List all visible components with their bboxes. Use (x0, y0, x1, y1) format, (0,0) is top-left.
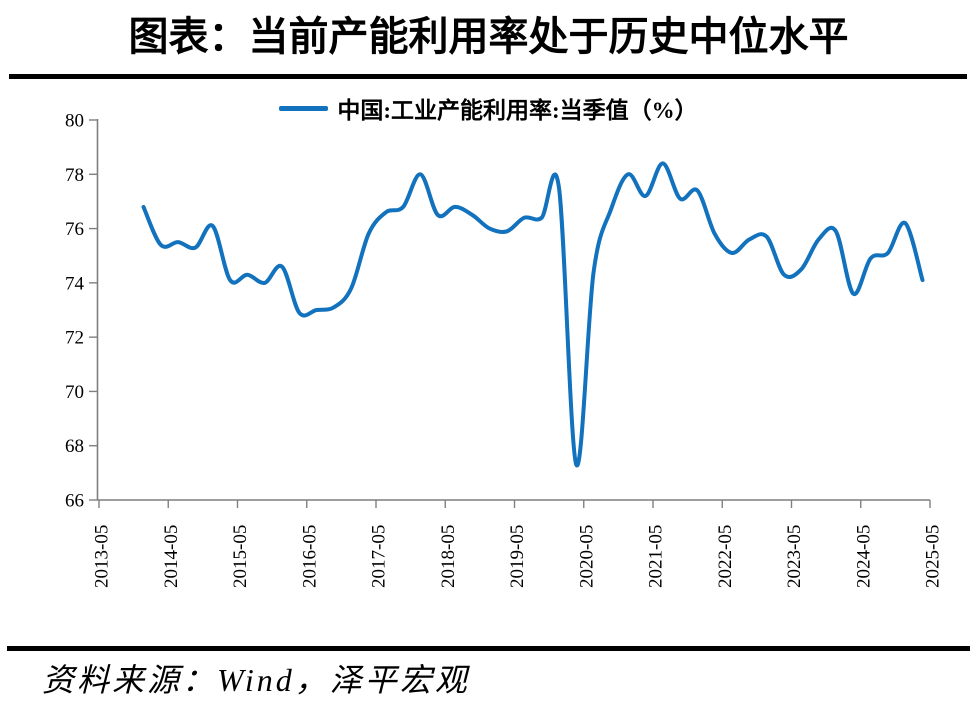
legend-line-swatch (279, 105, 329, 111)
x-tick-label: 2023-05 (784, 525, 805, 588)
x-tick-label: 2014-05 (161, 525, 182, 588)
y-tick-label: 78 (65, 165, 84, 186)
legend-label: 中国:工业产能利用率:当季值（%） (337, 98, 698, 123)
legend: 中国:工业产能利用率:当季值（%） (0, 93, 977, 123)
x-axis: 2013-05 2014-05 2015-05 2016-05 2017-05 2018-… (92, 499, 944, 588)
y-tick-label: 76 (65, 219, 84, 240)
x-tick-label: 2019-05 (507, 525, 528, 588)
series-group (141, 161, 925, 468)
y-axis: 66 68 70 72 74 76 78 80 (65, 110, 99, 512)
source-note: 资料来源：Wind，泽平宏观 (42, 662, 470, 698)
series-line (141, 161, 925, 468)
x-tick-label: 2025-05 (923, 525, 944, 588)
y-tick-label: 72 (65, 328, 84, 349)
x-tick-label: 2016-05 (299, 525, 320, 588)
x-tick-label: 2020-05 (576, 525, 597, 588)
y-tick-label: 74 (65, 273, 85, 294)
x-tick-label: 2018-05 (438, 525, 459, 588)
y-tick-label: 66 (65, 491, 84, 512)
x-tick-label: 2021-05 (646, 525, 667, 588)
bottom-divider (7, 646, 970, 651)
x-tick-label: 2022-05 (715, 525, 736, 588)
chart-title: 图表：当前产能利用率处于历史中位水平 (128, 14, 849, 59)
x-tick-label: 2015-05 (230, 525, 251, 588)
top-divider (9, 74, 967, 79)
x-tick-label: 2024-05 (853, 525, 874, 588)
x-tick-label: 2013-05 (92, 525, 113, 588)
y-tick-label: 70 (65, 382, 84, 403)
x-tick-label: 2017-05 (369, 525, 390, 588)
y-tick-label: 80 (65, 110, 84, 131)
y-tick-label: 68 (65, 436, 84, 457)
